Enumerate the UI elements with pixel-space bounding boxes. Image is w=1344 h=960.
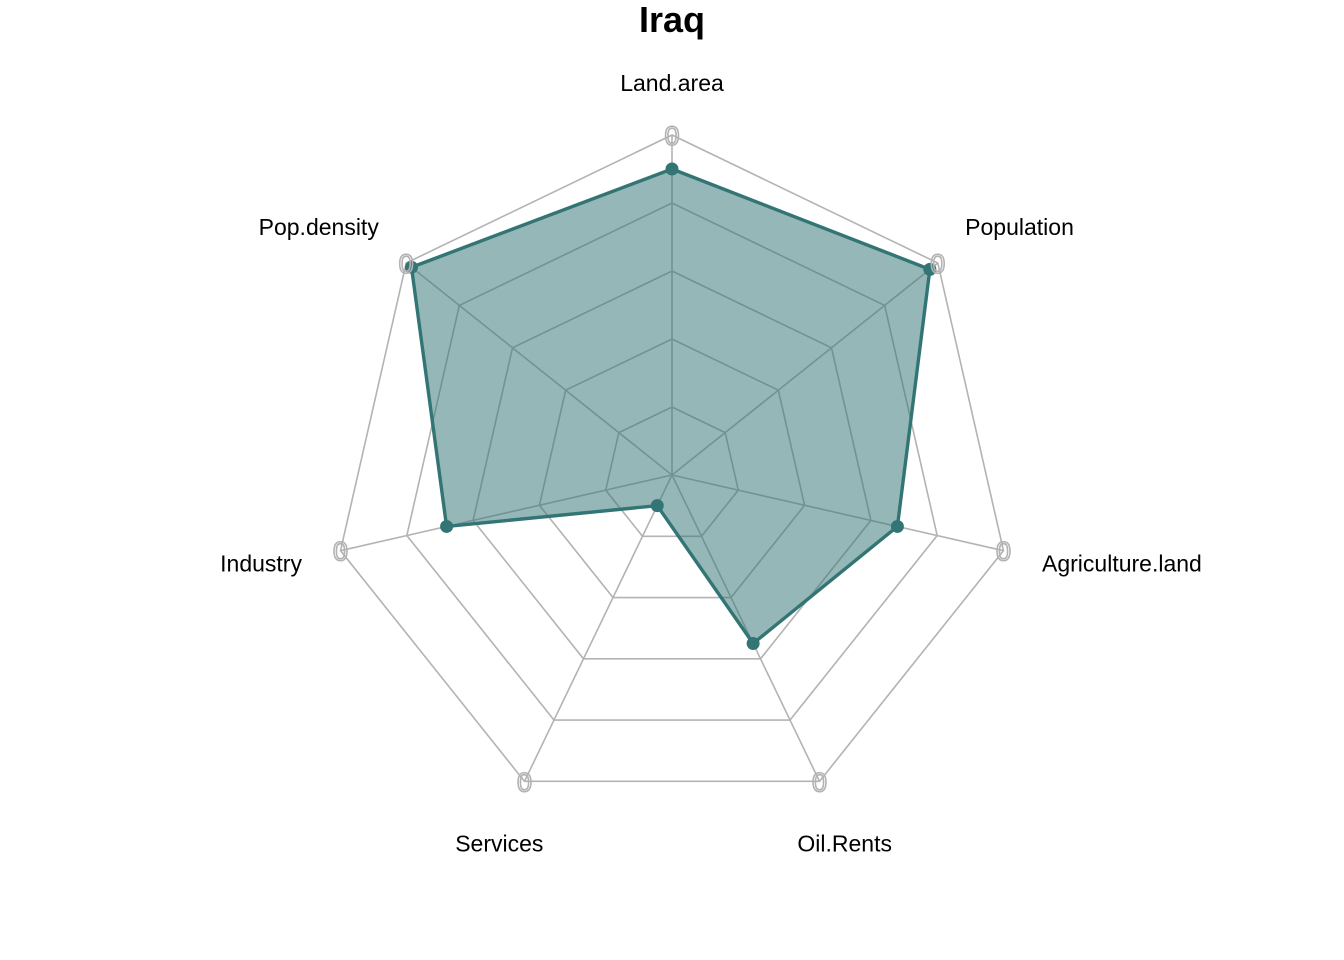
- axis-label-population: Population: [965, 214, 1074, 240]
- tick-label-population: 0: [930, 249, 945, 279]
- axis-tick-labels: 0 0 0 0 0 0 0: [332, 120, 1012, 798]
- tick-label-agriculture-land: 0: [996, 537, 1011, 567]
- series-area-0: [409, 167, 932, 646]
- tick-label-services: 0: [517, 767, 532, 797]
- tick-label-land-area: 0: [664, 121, 679, 151]
- tick-label-industry: 0: [333, 537, 348, 567]
- axis-label-land-area: Land.area: [620, 70, 724, 96]
- tick-label-oil-rents: 0: [812, 767, 827, 797]
- axis-label-industry: Industry: [220, 551, 302, 577]
- point-oil-rents: [746, 636, 760, 650]
- tick-label-pop-density: 0: [399, 249, 414, 279]
- spoke-services: [523, 474, 673, 782]
- radar-series: [404, 162, 937, 650]
- axis-labels: Land.area Population Agriculture.land Oil.R…: [220, 70, 1202, 857]
- point-land-area: [665, 162, 679, 176]
- point-agriculture-land: [890, 519, 904, 533]
- grid-ring-5: [339, 134, 1005, 783]
- point-industry: [440, 519, 454, 533]
- axis-label-services: Services: [455, 831, 543, 857]
- point-services: [650, 499, 664, 513]
- axis-label-pop-density: Pop.density: [259, 214, 380, 240]
- chart-title: Iraq: [639, 0, 705, 40]
- point-pop-density: [404, 260, 418, 274]
- axis-label-agriculture-land: Agriculture.land: [1042, 551, 1202, 577]
- point-population: [923, 262, 937, 276]
- axis-label-oil-rents: Oil.Rents: [797, 831, 892, 857]
